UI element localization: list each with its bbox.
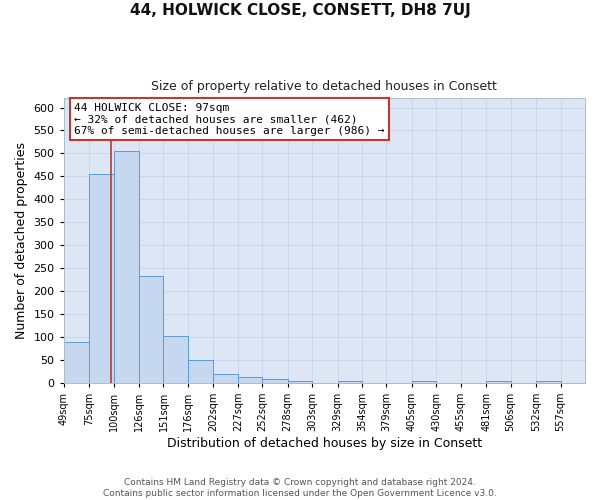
Bar	[338, 380, 362, 383]
Bar	[139, 276, 163, 383]
Text: 44 HOLWICK CLOSE: 97sqm
← 32% of detached houses are smaller (462)
67% of semi-d: 44 HOLWICK CLOSE: 97sqm ← 32% of detache…	[74, 102, 385, 136]
Bar	[412, 380, 436, 383]
Bar	[287, 380, 312, 383]
X-axis label: Distribution of detached houses by size in Consett: Distribution of detached houses by size …	[167, 437, 482, 450]
Text: Contains HM Land Registry data © Crown copyright and database right 2024.
Contai: Contains HM Land Registry data © Crown c…	[103, 478, 497, 498]
Bar	[262, 379, 287, 383]
Bar	[89, 174, 113, 383]
Bar	[238, 378, 262, 383]
Title: Size of property relative to detached houses in Consett: Size of property relative to detached ho…	[151, 80, 497, 93]
Y-axis label: Number of detached properties: Number of detached properties	[15, 142, 28, 339]
Bar	[486, 380, 511, 383]
Text: 44, HOLWICK CLOSE, CONSETT, DH8 7UJ: 44, HOLWICK CLOSE, CONSETT, DH8 7UJ	[130, 2, 470, 18]
Bar	[188, 360, 214, 383]
Bar	[214, 374, 238, 383]
Bar	[113, 151, 139, 383]
Bar	[64, 342, 89, 383]
Bar	[163, 336, 188, 383]
Bar	[536, 380, 560, 383]
